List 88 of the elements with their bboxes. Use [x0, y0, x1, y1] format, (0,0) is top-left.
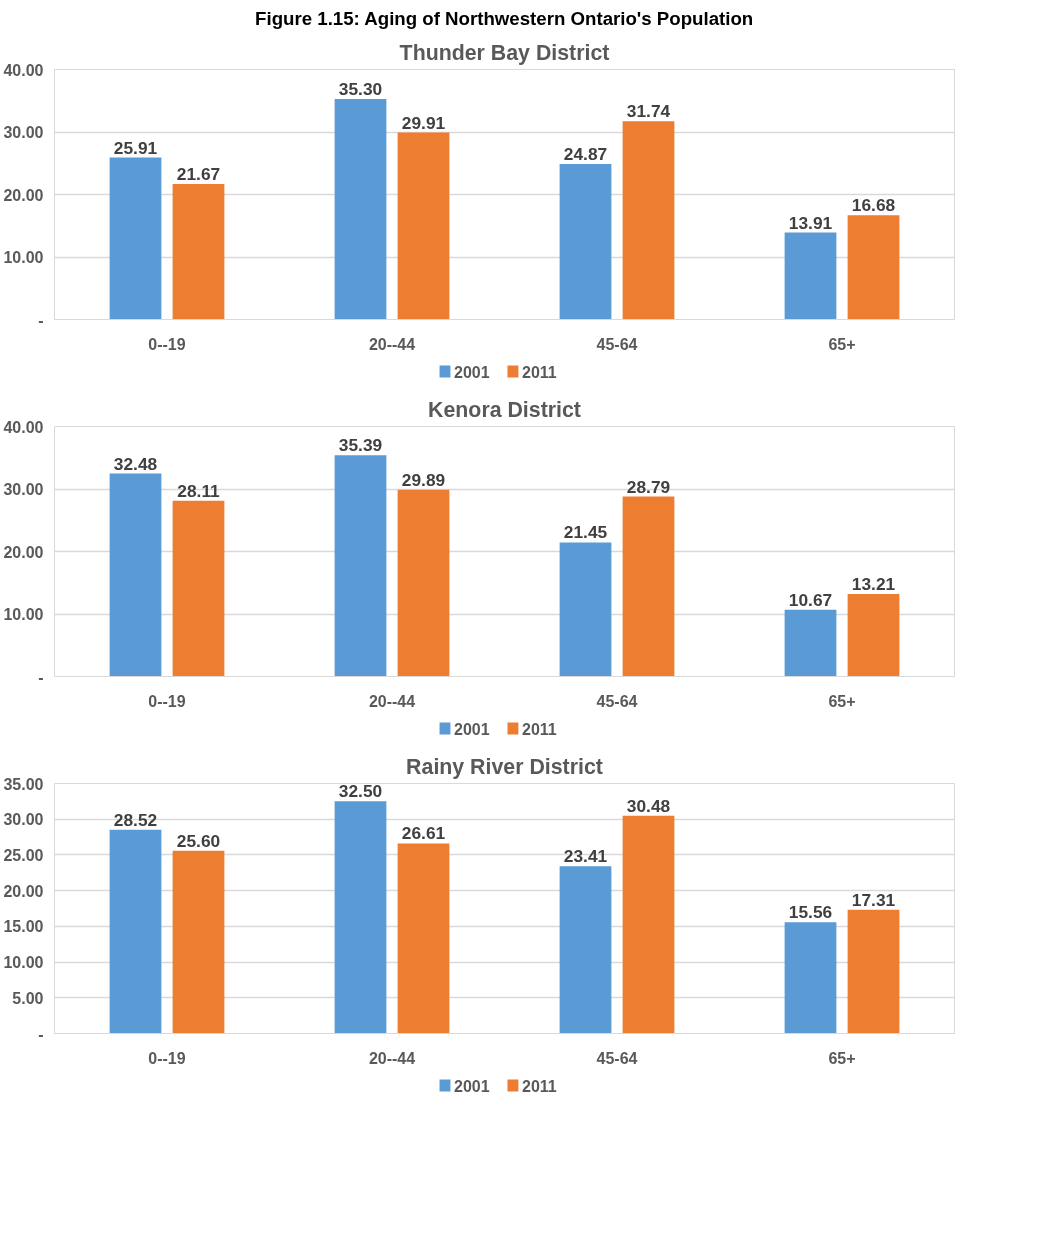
chart-title: Rainy River District: [406, 754, 603, 779]
data-label: 17.31: [851, 889, 896, 910]
y-tick-label: 30.00: [3, 124, 44, 141]
bar: [109, 829, 162, 1034]
data-label: 13.21: [851, 573, 896, 594]
y-tick-label: -: [38, 1025, 44, 1043]
bar: [622, 496, 675, 677]
bar: [847, 909, 900, 1034]
y-tick-label: 5.00: [12, 989, 44, 1007]
data-label: 13.91: [788, 212, 833, 233]
bar: [847, 593, 900, 677]
y-tick-label: 10.00: [3, 606, 44, 623]
bar: [334, 455, 387, 677]
x-tick-label: 0--19: [148, 692, 186, 710]
bar: [397, 843, 450, 1034]
data-label: 31.74: [626, 101, 671, 122]
data-label: 10.67: [788, 589, 833, 610]
y-tick-label: 30.00: [3, 481, 44, 498]
x-tick-label: 0--19: [148, 335, 186, 353]
data-label: 35.39: [338, 435, 383, 456]
y-tick-label: 20.00: [3, 186, 44, 204]
data-label: 29.91: [401, 112, 446, 133]
legend-label: 2011: [522, 363, 557, 381]
legend-label: 2001: [454, 720, 490, 738]
x-tick-label: 20--44: [368, 1049, 416, 1067]
y-tick-label: 30.00: [3, 811, 44, 829]
y-tick-label: 20.00: [3, 543, 44, 561]
data-label: 23.41: [563, 846, 608, 867]
data-label: 28.79: [626, 476, 671, 497]
x-tick-label: 45-64: [596, 335, 638, 353]
x-tick-label: 65+: [828, 335, 856, 353]
legend-label: 2011: [522, 1077, 557, 1095]
x-tick-label: 20--44: [368, 335, 416, 353]
data-label: 24.87: [563, 144, 608, 165]
y-tick-label: 25.00: [3, 846, 44, 864]
bar: [172, 184, 225, 320]
data-label: 16.68: [851, 195, 896, 216]
y-tick-label: 35.00: [3, 775, 44, 793]
bar: [397, 489, 450, 677]
data-label: 21.45: [563, 522, 608, 543]
bar: [334, 98, 387, 320]
data-label: 30.48: [626, 795, 671, 816]
caption: Figure 1.15: Aging of Northwestern Ontario's Population: [255, 7, 754, 29]
chart-title: Thunder Bay District: [399, 40, 610, 65]
x-tick-label: 20--44: [368, 692, 416, 710]
y-tick-label: 10.00: [3, 249, 44, 266]
data-label: 26.61: [401, 823, 446, 844]
bar: [397, 132, 450, 320]
bar: [784, 609, 837, 677]
y-tick-label: 40.00: [3, 418, 44, 436]
bar: [784, 922, 837, 1034]
y-tick-label: 40.00: [3, 61, 44, 79]
legend-label: 2001: [454, 363, 490, 381]
bar: [109, 473, 162, 677]
chart-title: Kenora District: [428, 397, 581, 422]
legend-label: 2001: [454, 1077, 490, 1095]
data-label: 29.89: [401, 469, 446, 490]
data-label: 28.52: [113, 809, 158, 830]
data-label: 15.56: [788, 902, 833, 923]
data-label: 21.67: [176, 164, 221, 185]
bar: [559, 164, 612, 320]
bar: [334, 801, 387, 1034]
data-label: 32.48: [113, 453, 158, 474]
x-tick-label: 45-64: [596, 1049, 638, 1067]
bar: [847, 215, 900, 320]
x-tick-label: 45-64: [596, 692, 638, 710]
bar: [109, 157, 162, 320]
y-tick-label: 20.00: [3, 882, 44, 900]
x-tick-label: 65+: [828, 1049, 856, 1067]
bar: [559, 542, 612, 677]
data-label: 28.11: [177, 480, 221, 501]
bar: [622, 815, 675, 1034]
legend-label: 2011: [522, 720, 557, 738]
bar: [172, 850, 225, 1034]
y-tick-label: -: [38, 668, 44, 686]
y-tick-label: 15.00: [3, 918, 44, 936]
bar: [784, 232, 837, 320]
x-tick-label: 65+: [828, 692, 856, 710]
data-label: 32.50: [338, 781, 383, 802]
bar: [172, 500, 225, 677]
bar: [622, 121, 675, 320]
bar: [559, 866, 612, 1034]
data-label: 25.91: [113, 137, 158, 158]
y-tick-label: 10.00: [3, 954, 44, 972]
x-tick-label: 0--19: [148, 1049, 186, 1067]
data-label: 25.60: [176, 830, 221, 851]
data-label: 35.30: [338, 78, 383, 99]
y-tick-label: -: [38, 311, 44, 329]
